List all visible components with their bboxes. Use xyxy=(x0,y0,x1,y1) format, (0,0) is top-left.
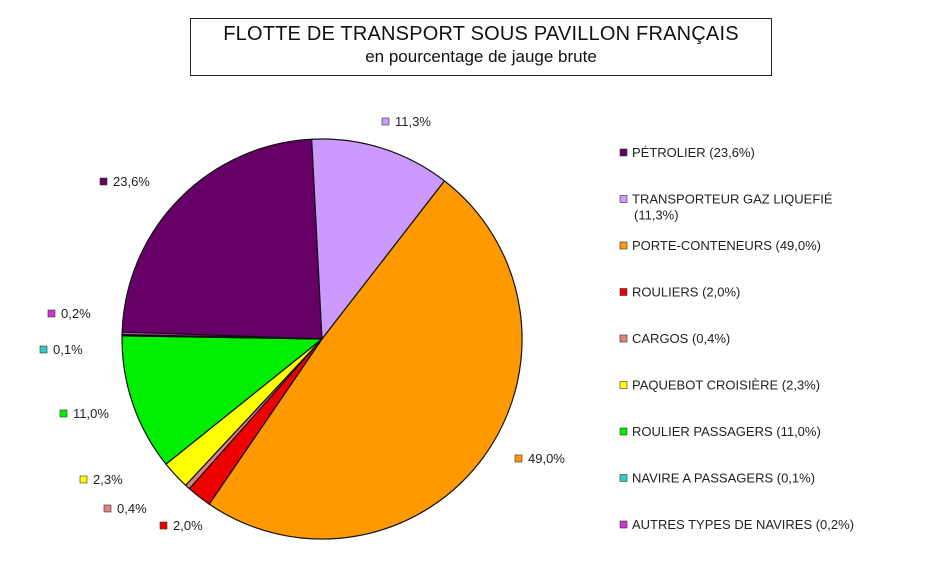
pie-slices xyxy=(121,138,523,540)
chart-title: FLOTTE DE TRANSPORT SOUS PAVILLON FRANÇA… xyxy=(223,23,739,45)
legend-entry-8: NAVIRE A PASSAGERS (0,1%) xyxy=(632,471,815,486)
legend-entry-2: TRANSPORTEUR GAZ LIQUEFIÉ (11,3%) xyxy=(632,192,833,223)
value-label-3: 49,0% xyxy=(528,451,565,466)
chart-title-box: FLOTTE DE TRANSPORT SOUS PAVILLON FRANÇA… xyxy=(190,18,772,76)
value-label-swatch-2 xyxy=(381,117,390,126)
chart-subtitle: en pourcentage de jauge brute xyxy=(365,47,597,66)
pie-slice-3 xyxy=(208,180,523,540)
legend-entry-9: AUTRES TYPES DE NAVIRES (0,2%) xyxy=(632,517,854,532)
pie-slice-9 xyxy=(121,331,323,340)
pie-slice-1 xyxy=(121,138,323,340)
legend-entry-7: ROULIER PASSAGERS (11,0%) xyxy=(632,424,821,439)
legend-swatch-6 xyxy=(619,381,628,389)
legend-entry-6: PAQUEBOT CROISIÈRE (2,3%) xyxy=(632,378,820,393)
chart-legend: PÉTROLIER (23,6%) TRANSPORTEUR GAZ LIQUEF… xyxy=(619,145,854,532)
value-label-swatch-8 xyxy=(39,345,48,354)
legend-swatch-4 xyxy=(619,288,628,296)
value-label-4: 2,0% xyxy=(173,518,203,533)
legend-entry-3: PORTE-CONTENEURS (49,0%) xyxy=(632,238,821,253)
legend-entry-1: PÉTROLIER (23,6%) xyxy=(632,145,755,160)
value-label-5: 0,4% xyxy=(117,501,147,516)
legend-entry-5: CARGOS (0,4%) xyxy=(632,331,730,346)
legend-swatch-8 xyxy=(619,474,628,482)
legend-swatch-1 xyxy=(619,148,628,157)
pie-value-labels: 23,6% 11,3% 49,0% 2,0% 0,4% 2,3% 11,0% 0,1% 0,2% xyxy=(39,114,565,533)
value-label-swatch-4 xyxy=(159,521,168,530)
legend-swatch-7 xyxy=(619,427,628,436)
value-label-swatch-6 xyxy=(79,475,88,484)
value-label-swatch-1 xyxy=(99,177,108,186)
value-label-swatch-7 xyxy=(59,409,68,418)
value-label-1: 23,6% xyxy=(113,174,150,189)
legend-entry-4: ROULIERS (2,0%) xyxy=(632,285,740,300)
value-label-6: 2,3% xyxy=(93,472,123,487)
value-label-9: 0,2% xyxy=(61,306,91,321)
value-label-2: 11,3% xyxy=(395,114,431,129)
value-label-swatch-9 xyxy=(47,309,56,318)
legend-swatch-9 xyxy=(619,520,628,529)
pie-slice-2 xyxy=(311,138,446,340)
legend-swatch-5 xyxy=(619,334,628,343)
value-label-8: 0,1% xyxy=(53,342,83,357)
legend-swatch-3 xyxy=(619,241,628,250)
pie-slice-7 xyxy=(121,335,323,465)
value-label-swatch-3 xyxy=(514,454,523,463)
value-label-swatch-5 xyxy=(103,504,112,513)
legend-swatch-2 xyxy=(619,195,628,203)
value-label-7: 11,0% xyxy=(73,406,109,421)
